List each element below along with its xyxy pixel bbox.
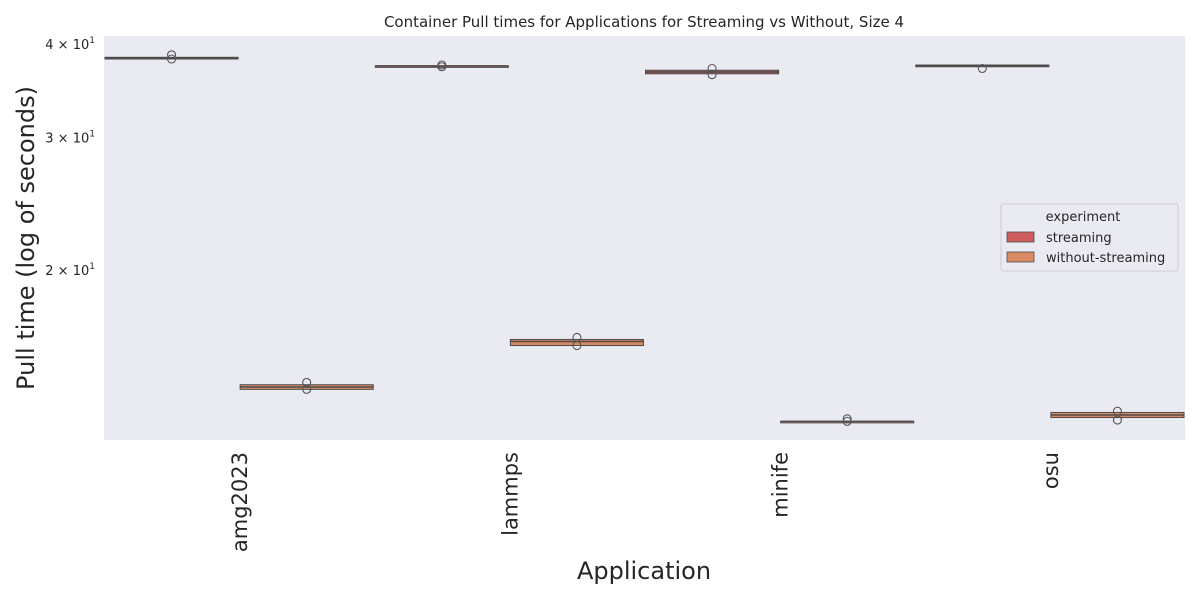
y-axis-label: Pull time (log of seconds) (12, 86, 40, 390)
x-axis-label: Application (577, 557, 711, 585)
legend-swatch-streaming (1006, 231, 1035, 243)
box-streaming-minife (645, 63, 780, 80)
box-without-streaming-lammps (509, 332, 644, 351)
box-without-streaming-osu (1050, 406, 1185, 425)
y-tick-label-base: 2 × 10 (45, 264, 89, 279)
y-tick-label-base: 3 × 10 (45, 132, 89, 147)
x-tick-label-amg2023: amg2023 (228, 452, 252, 552)
y-tick-label-exponent: 1 (89, 130, 95, 140)
legend-swatch-without-streaming (1006, 251, 1035, 263)
outlier-point (842, 414, 852, 424)
outlier-point (707, 63, 717, 74)
y-tick-label-exponent: 1 (89, 262, 95, 272)
y-tick-label: 4 × 101 (45, 36, 95, 53)
outlier-point (707, 70, 717, 80)
outlier-point (167, 54, 177, 64)
outlier-point (302, 377, 312, 387)
legend-label-without-streaming: without-streaming (1046, 251, 1165, 266)
x-tick-label-osu: osu (1039, 452, 1063, 489)
box-streaming-amg2023 (104, 50, 239, 64)
x-tick-label-lammps: lammps (498, 452, 522, 536)
legend-frame (1000, 203, 1179, 272)
legend: experiment streaming without-streaming (1000, 203, 1179, 272)
y-tick-label-exponent: 1 (89, 36, 95, 46)
legend-title: experiment (1046, 210, 1121, 225)
box-streaming-lammps (374, 60, 509, 72)
y-tick-label: 2 × 101 (45, 262, 95, 279)
outlier-point (842, 416, 852, 426)
chart-title: Container Pull times for Applications fo… (384, 13, 904, 31)
y-tick-label-base: 4 × 10 (45, 38, 89, 53)
box-without-streaming-minife (780, 414, 915, 426)
outlier-point (302, 384, 312, 394)
box-streaming-osu (915, 63, 1050, 74)
outlier-point (1112, 415, 1122, 425)
boxes (104, 50, 1185, 426)
outlier-point (167, 50, 177, 60)
outlier-point (572, 340, 582, 351)
y-tick-label: 3 × 101 (45, 130, 95, 147)
x-ticks: amg2023 lammps minife osu (228, 452, 1063, 552)
legend-label-streaming: streaming (1046, 231, 1112, 246)
outlier-point (437, 62, 447, 72)
outlier-point (1112, 406, 1122, 416)
x-tick-label-minife: minife (769, 452, 793, 518)
box-body (509, 338, 644, 347)
outlier-point (977, 63, 987, 74)
box-without-streaming-amg2023 (239, 377, 374, 394)
